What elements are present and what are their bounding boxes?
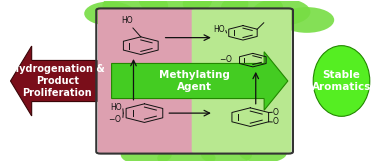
Text: HO: HO (213, 25, 225, 34)
Ellipse shape (239, 144, 287, 162)
Ellipse shape (121, 145, 172, 162)
Ellipse shape (221, 0, 283, 21)
Polygon shape (11, 46, 97, 116)
Ellipse shape (252, 0, 310, 26)
Ellipse shape (157, 148, 215, 162)
Ellipse shape (102, 0, 168, 20)
Polygon shape (112, 52, 288, 110)
Text: O: O (273, 108, 279, 117)
Text: O: O (273, 117, 279, 126)
Ellipse shape (183, 0, 248, 18)
Text: $-$O: $-$O (219, 53, 233, 64)
FancyBboxPatch shape (98, 9, 198, 153)
Text: Hydrogenation &
Product
Proliferation: Hydrogenation & Product Proliferation (11, 64, 104, 98)
Ellipse shape (279, 7, 334, 33)
Ellipse shape (313, 46, 370, 116)
Ellipse shape (84, 1, 135, 26)
FancyBboxPatch shape (192, 9, 291, 153)
Text: Methylating
Agent: Methylating Agent (159, 70, 230, 92)
Ellipse shape (139, 0, 212, 17)
Text: Stable
Aromatics: Stable Aromatics (312, 70, 371, 92)
Text: HO: HO (121, 16, 133, 25)
Text: $-$O: $-$O (108, 113, 121, 124)
Ellipse shape (201, 145, 252, 162)
Text: HO: HO (110, 103, 121, 112)
